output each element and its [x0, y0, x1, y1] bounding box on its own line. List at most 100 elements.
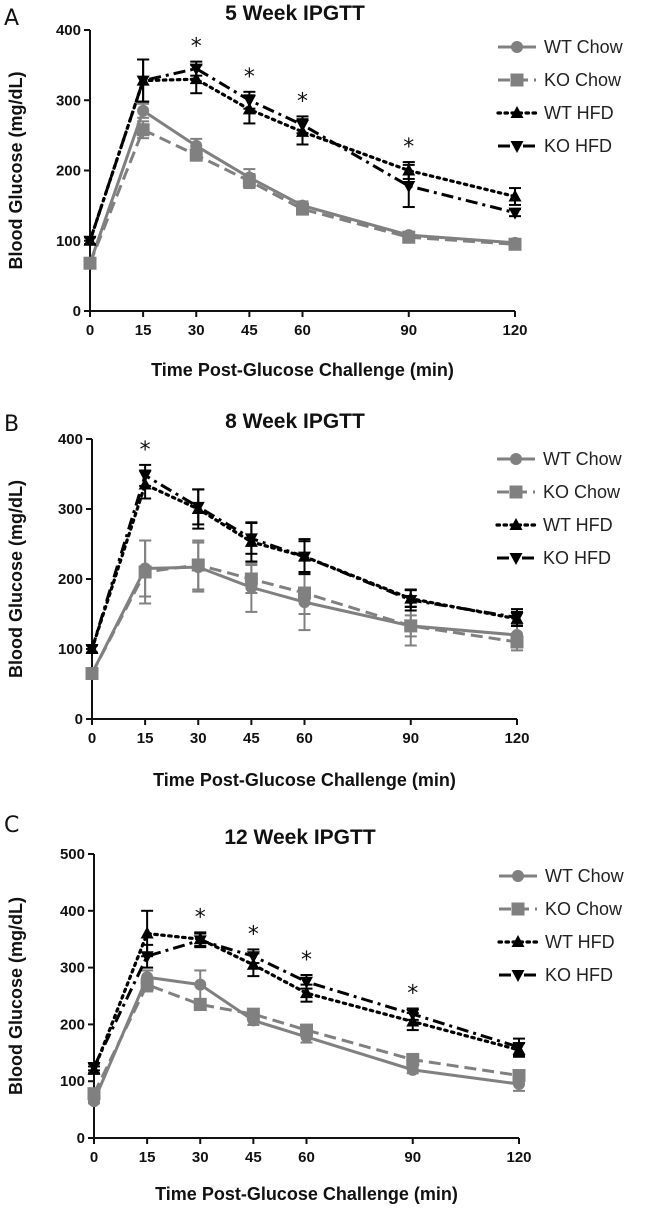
x-tick-label: 45: [245, 1149, 262, 1166]
chart-b: 8 Week IPGTT 0 100 200 300 400 0 15 30 45 60 90 120 T…: [6, 410, 623, 790]
significance-star: *: [403, 135, 414, 160]
panel-letter-a: A: [4, 6, 20, 31]
chart-panel-a: A 5 Week IPGTT 0 100 200 300 400 0 15 30 45 60 90 12…: [0, 0, 650, 404]
panel-letter-c: C: [4, 813, 20, 838]
x-axis-label: Time Post-Glucose Challenge (min): [153, 770, 456, 790]
y-tick-label: 200: [58, 571, 83, 588]
y-tick-label: 300: [56, 92, 81, 109]
data-point-ko-chow: [242, 174, 256, 188]
data-point-wt-chow: [406, 1063, 419, 1076]
legend-label-ko-chow: KO Chow: [545, 899, 623, 919]
y-tick-label: 400: [60, 903, 85, 920]
data-point-ko-hfd: [510, 612, 524, 625]
x-tick-label: 120: [506, 1149, 531, 1166]
data-point-ko-hfd: [404, 595, 418, 607]
data-point-ko-hfd: [191, 501, 205, 514]
data-point-wt-chow: [137, 104, 150, 117]
y-tick-label: 100: [56, 233, 81, 250]
data-point-ko-chow: [193, 998, 207, 1012]
data-point-ko-chow: [508, 237, 522, 251]
significance-star: *: [248, 922, 259, 947]
data-point-ko-chow: [138, 565, 152, 579]
series-ko-hfd: [85, 463, 524, 656]
series-ko-chow: [87, 976, 526, 1101]
x-tick-label: 0: [88, 730, 96, 747]
y-tick-label: 0: [77, 1130, 85, 1147]
data-point-ko-hfd: [300, 976, 313, 989]
x-tick-label: 15: [139, 1149, 156, 1166]
x-tick-label: 90: [402, 730, 419, 747]
y-tick-label: 0: [75, 711, 83, 728]
y-tick-label: 300: [58, 501, 83, 518]
series-wt-hfd: [83, 58, 522, 246]
data-point-ko-hfd: [508, 207, 522, 220]
x-axis-label: Time Post-Glucose Challenge (min): [151, 360, 454, 380]
x-tick-label: 0: [86, 322, 94, 339]
legend-marker-wt-chow: [512, 870, 524, 882]
legend: WT Chow KO Chow WT HFD KO HFD: [495, 449, 623, 568]
x-tick-label: 15: [135, 322, 152, 339]
x-tick-label: 30: [190, 730, 207, 747]
x-tick-label: 30: [192, 1149, 209, 1166]
series-ko-hfd: [87, 932, 526, 1074]
y-tick-label: 200: [56, 163, 81, 180]
data-point-ko-chow: [512, 1069, 526, 1083]
legend-label-ko-hfd: KO HFD: [544, 136, 612, 156]
data-point-ko-chow: [136, 123, 150, 137]
data-point-ko-hfd: [193, 935, 207, 948]
data-point-ko-chow: [244, 572, 258, 586]
legend-label-wt-hfd: WT HFD: [543, 515, 613, 535]
significance-star: *: [301, 948, 312, 973]
legend-label-ko-chow: KO Chow: [543, 482, 621, 502]
y-tick-label: 100: [60, 1073, 85, 1090]
legend-marker-ko-chow: [510, 73, 524, 87]
legend-label-ko-chow: KO Chow: [544, 70, 622, 90]
data-point-wt-hfd: [140, 926, 154, 939]
data-point-ko-hfd: [136, 75, 150, 88]
y-tick-label: 100: [58, 641, 83, 658]
data-point-ko-chow: [87, 1087, 101, 1101]
data-point-wt-hfd: [300, 986, 313, 999]
legend-label-wt-chow: WT Chow: [545, 866, 625, 886]
data-point-ko-chow: [404, 619, 418, 633]
legend-label-wt-chow: WT Chow: [544, 37, 624, 57]
data-point-ko-chow: [510, 635, 524, 649]
legend-marker-ko-chow: [509, 485, 523, 499]
x-tick-label: 60: [298, 1149, 315, 1166]
significance-star: *: [244, 65, 255, 90]
y-tick-label: 400: [56, 22, 81, 39]
data-point-ko-chow: [298, 586, 311, 600]
x-tick-label: 90: [400, 322, 417, 339]
data-point-wt-hfd: [508, 189, 522, 202]
legend-label-wt-chow: WT Chow: [543, 449, 623, 469]
x-tick-label: 120: [502, 322, 527, 339]
data-point-ko-chow: [402, 230, 416, 244]
data-point-wt-hfd: [189, 72, 203, 85]
y-tick-label: 400: [58, 431, 83, 448]
x-tick-label: 15: [137, 730, 154, 747]
data-point-ko-chow: [140, 978, 154, 992]
legend-marker-wt-hfd: [511, 935, 525, 947]
x-tick-label: 45: [241, 322, 258, 339]
legend-label-wt-hfd: WT HFD: [545, 932, 615, 952]
data-point-ko-hfd: [402, 180, 416, 193]
x-tick-label: 90: [404, 1149, 421, 1166]
series-ko-chow: [85, 539, 524, 680]
x-tick-label: 120: [504, 730, 529, 747]
data-point-ko-hfd: [298, 551, 311, 564]
legend-label-ko-hfd: KO HFD: [545, 965, 613, 985]
data-point-ko-chow: [85, 667, 99, 680]
data-point-ko-chow: [406, 1053, 420, 1067]
data-point-ko-chow: [300, 1023, 313, 1037]
data-point-ko-chow: [296, 202, 309, 216]
data-point-ko-hfd: [242, 95, 256, 108]
legend-marker-ko-chow: [511, 902, 525, 916]
y-tick-label: 0: [73, 303, 81, 320]
data-point-ko-hfd: [406, 1009, 420, 1022]
significance-star: *: [297, 89, 308, 114]
legend: WT Chow KO Chow WT HFD KO HFD: [497, 866, 625, 985]
data-point-ko-chow: [246, 1007, 260, 1021]
y-axis-label: Blood Glucose (mg/dL): [6, 897, 26, 1095]
data-point-ko-hfd: [512, 1042, 526, 1055]
significance-star: *: [407, 981, 418, 1006]
